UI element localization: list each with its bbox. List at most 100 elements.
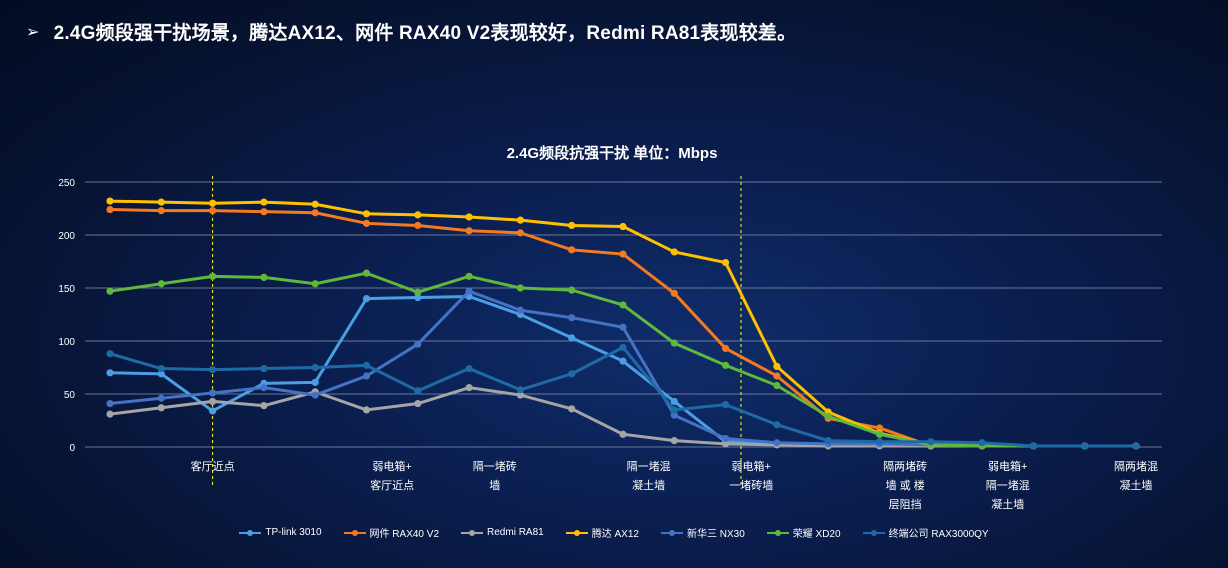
x-category-label: 弱电箱+隔一堵混凝土墙 [986, 459, 1030, 511]
data-point [568, 334, 576, 342]
data-point [106, 399, 114, 408]
data-point [157, 198, 165, 206]
data-point [209, 199, 217, 207]
data-point [1132, 442, 1140, 450]
data-point [465, 287, 473, 295]
data-point [619, 430, 627, 438]
data-point [465, 272, 473, 280]
data-point [260, 198, 268, 206]
data-point [106, 287, 114, 295]
data-point [362, 361, 371, 369]
data-point [106, 350, 114, 358]
legend-label: Redmi RA81 [487, 527, 544, 538]
data-point [260, 208, 268, 216]
legend-swatch [343, 528, 366, 538]
data-point [414, 221, 422, 230]
data-point [157, 207, 165, 215]
data-point [516, 216, 525, 224]
legend-swatch [766, 528, 789, 538]
data-point [722, 344, 730, 353]
data-point [260, 384, 268, 392]
data-point [209, 366, 217, 374]
data-point [1029, 442, 1037, 450]
y-tick-label: 100 [58, 337, 75, 348]
data-point [773, 439, 781, 447]
data-point [722, 440, 730, 448]
data-point [619, 301, 627, 309]
y-tick-label: 150 [58, 284, 75, 295]
x-category-label: 隔两堵混凝土墙 [1114, 459, 1158, 492]
data-point [568, 286, 576, 294]
x-category-label: 隔一堵混凝土墙 [627, 459, 671, 492]
data-point [362, 372, 371, 380]
data-point [414, 211, 422, 219]
legend-label: 新华三 NX30 [686, 529, 745, 540]
legend-swatch [565, 528, 588, 538]
y-tick-label: 0 [69, 443, 75, 454]
data-point [670, 289, 678, 297]
legend-swatch [461, 528, 484, 538]
data-point [414, 399, 422, 408]
data-point [619, 323, 627, 331]
data-point [568, 221, 576, 230]
data-point [568, 370, 576, 378]
data-point [362, 406, 371, 414]
legend-item: 网件 RAX40 V2 [343, 525, 439, 540]
data-point [670, 339, 678, 347]
data-point [157, 394, 165, 402]
data-point [311, 200, 319, 208]
data-point [670, 248, 678, 256]
data-point [260, 273, 268, 281]
y-tick-label: 200 [58, 231, 75, 242]
data-point [106, 369, 114, 377]
data-point [209, 207, 217, 215]
data-point [106, 197, 114, 205]
legend-item: 荣耀 XD20 [766, 525, 841, 540]
data-point [670, 411, 678, 419]
data-point [465, 364, 473, 373]
legend-item: TP-link 3010 [239, 525, 322, 540]
legend-label: 终端公司 RAX3000QY [888, 529, 989, 540]
data-point [875, 430, 884, 438]
data-point [875, 424, 884, 432]
headline-text: 2.4G频段强干扰场景，腾达AX12、网件 RAX40 V2表现较好，Redmi… [53, 23, 797, 44]
data-point [619, 222, 627, 231]
data-point [209, 389, 217, 397]
data-point [722, 258, 730, 267]
legend-item: 新华三 NX30 [660, 525, 745, 540]
legend-swatch [239, 528, 262, 538]
data-point [619, 357, 627, 365]
x-category-label: 隔两堵砖墙 或 楼层阻挡 [883, 459, 927, 511]
data-point [516, 386, 525, 394]
x-category-label: 隔一堵砖墙 [473, 459, 517, 492]
data-point [209, 272, 217, 280]
legend-swatch [862, 528, 885, 538]
data-point [106, 410, 114, 418]
data-point [773, 372, 781, 380]
chart-legend: TP-link 3010 网件 RAX40 V2 Redmi RA81 腾达 AX12… [0, 525, 1228, 540]
data-point [516, 229, 525, 237]
y-tick-label: 50 [64, 390, 76, 401]
data-point [773, 421, 781, 429]
data-point [414, 288, 422, 296]
data-point [670, 406, 678, 414]
x-category-label: 客厅近点 [191, 459, 235, 473]
data-point [362, 210, 371, 218]
legend-swatch [660, 528, 683, 538]
legend-label: 荣耀 XD20 [792, 529, 841, 540]
data-point [568, 246, 576, 254]
data-point [362, 295, 371, 303]
data-point [1081, 442, 1089, 450]
data-point [568, 405, 576, 413]
data-point [465, 227, 473, 235]
headline: ➢ 2.4G频段强干扰场景，腾达AX12、网件 RAX40 V2表现较好，Red… [26, 18, 796, 45]
data-point [209, 407, 217, 415]
data-point [619, 250, 627, 258]
data-point [568, 314, 576, 322]
data-point [824, 437, 832, 445]
data-point [311, 378, 319, 386]
data-point [106, 205, 114, 214]
data-point [722, 361, 730, 369]
data-point [978, 439, 986, 447]
